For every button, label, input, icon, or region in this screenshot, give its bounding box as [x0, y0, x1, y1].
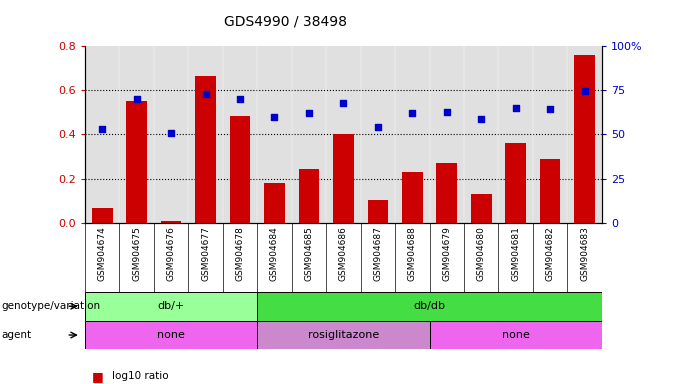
Text: GSM904687: GSM904687 [373, 226, 382, 281]
Text: GSM904675: GSM904675 [132, 226, 141, 281]
Text: GSM904686: GSM904686 [339, 226, 348, 281]
Text: GSM904684: GSM904684 [270, 226, 279, 281]
Text: GDS4990 / 38498: GDS4990 / 38498 [224, 15, 347, 29]
Text: none: none [157, 330, 185, 340]
Bar [257, 321, 430, 349]
Point [373, 124, 384, 131]
Bar [540, 159, 560, 223]
Point [441, 109, 452, 115]
Point [510, 105, 521, 111]
Point [200, 91, 211, 97]
Text: GSM904688: GSM904688 [408, 226, 417, 281]
Text: GSM904677: GSM904677 [201, 226, 210, 281]
Text: GSM904681: GSM904681 [511, 226, 520, 281]
Point [166, 129, 177, 136]
Text: GSM904674: GSM904674 [98, 226, 107, 281]
Point [338, 101, 349, 107]
Text: GSM904683: GSM904683 [580, 226, 589, 281]
Point [131, 96, 142, 102]
Text: agent: agent [1, 330, 31, 340]
Bar [85, 292, 257, 321]
Bar [264, 183, 285, 223]
Text: GSM904679: GSM904679 [442, 226, 452, 281]
Bar [195, 76, 216, 223]
Text: GSM904678: GSM904678 [235, 226, 245, 281]
Text: GSM904682: GSM904682 [545, 226, 555, 281]
Text: GSM904676: GSM904676 [167, 226, 175, 281]
Point [303, 110, 314, 116]
Bar [160, 220, 182, 223]
Bar [92, 209, 113, 223]
Bar [367, 200, 388, 223]
Point [97, 126, 107, 132]
Text: db/+: db/+ [158, 301, 185, 311]
Bar [437, 163, 457, 223]
Bar [230, 116, 250, 223]
Point [545, 106, 556, 112]
Point [579, 88, 590, 94]
Bar [126, 101, 147, 223]
Bar [257, 292, 602, 321]
Bar [505, 143, 526, 223]
Text: genotype/variation: genotype/variation [1, 301, 101, 311]
Bar [430, 321, 602, 349]
Bar [402, 172, 423, 223]
Text: log10 ratio: log10 ratio [112, 371, 169, 381]
Text: rosiglitazone: rosiglitazone [308, 330, 379, 340]
Bar [85, 321, 257, 349]
Text: ■: ■ [92, 370, 103, 383]
Point [476, 116, 487, 122]
Bar [471, 194, 492, 223]
Text: GSM904680: GSM904680 [477, 226, 486, 281]
Text: db/db: db/db [413, 301, 445, 311]
Bar [333, 134, 354, 223]
Bar [574, 55, 595, 223]
Point [269, 114, 280, 120]
Point [407, 110, 418, 116]
Point [235, 96, 245, 102]
Text: none: none [502, 330, 530, 340]
Text: GSM904685: GSM904685 [305, 226, 313, 281]
Bar [299, 169, 320, 223]
